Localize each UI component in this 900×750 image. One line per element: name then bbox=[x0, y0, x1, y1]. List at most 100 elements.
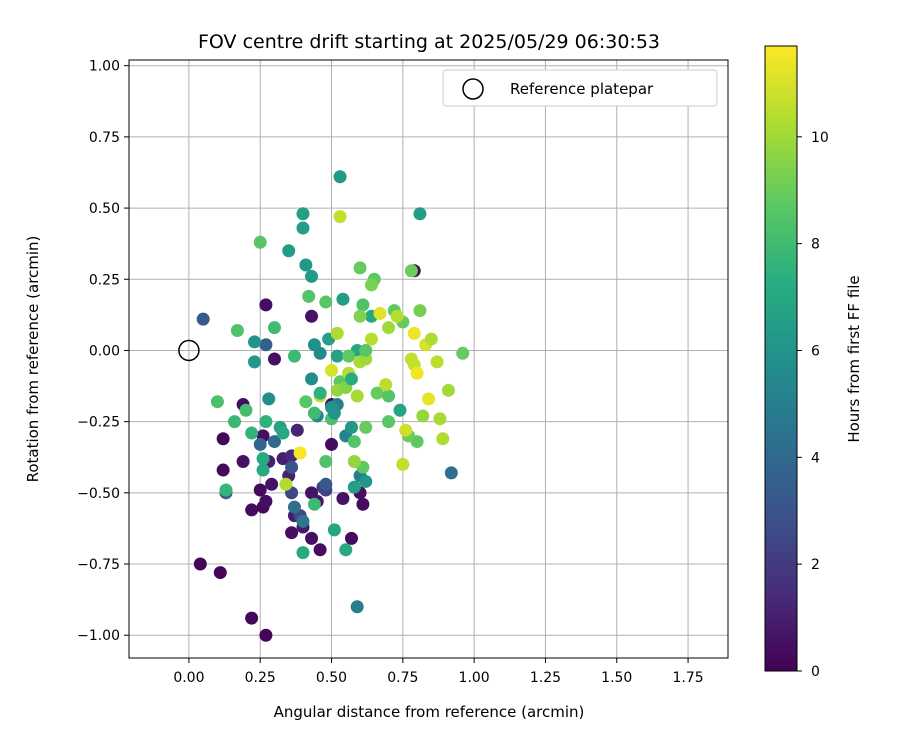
data-point bbox=[262, 392, 276, 406]
data-point bbox=[299, 258, 313, 272]
data-point bbox=[267, 321, 281, 335]
data-point bbox=[393, 403, 407, 417]
colorbar bbox=[764, 45, 798, 672]
legend-marker-icon bbox=[462, 78, 484, 100]
data-point bbox=[336, 292, 350, 306]
data-point bbox=[305, 269, 319, 283]
x-tick-label: 1.50 bbox=[601, 670, 632, 686]
data-point bbox=[313, 346, 327, 360]
data-point bbox=[282, 244, 296, 258]
data-point bbox=[416, 409, 430, 423]
data-point bbox=[307, 497, 321, 511]
data-point bbox=[339, 543, 353, 557]
data-point bbox=[347, 480, 361, 494]
data-point bbox=[327, 406, 341, 420]
data-point bbox=[259, 298, 273, 312]
data-point bbox=[296, 221, 310, 235]
data-point bbox=[287, 349, 301, 363]
data-point bbox=[436, 432, 450, 446]
data-point bbox=[350, 600, 364, 614]
data-point bbox=[353, 309, 367, 323]
x-tick-label: 0.50 bbox=[316, 670, 347, 686]
y-tick-label: 0.00 bbox=[89, 343, 120, 359]
data-point bbox=[259, 628, 273, 642]
data-point bbox=[359, 474, 373, 488]
data-point bbox=[256, 463, 270, 477]
data-point bbox=[313, 543, 327, 557]
data-point bbox=[330, 326, 344, 340]
data-point bbox=[245, 426, 259, 440]
data-point bbox=[259, 494, 273, 508]
data-point bbox=[302, 289, 316, 303]
x-tick-label: 0.25 bbox=[245, 670, 276, 686]
data-point bbox=[299, 395, 313, 409]
y-tick-label: −0.50 bbox=[77, 486, 120, 502]
data-point bbox=[245, 611, 259, 625]
x-tick-label: 1.00 bbox=[459, 670, 490, 686]
data-point bbox=[347, 455, 361, 469]
data-point bbox=[433, 412, 447, 426]
data-point bbox=[196, 312, 210, 326]
y-tick-label: 0.25 bbox=[89, 272, 120, 288]
data-point bbox=[336, 492, 350, 506]
data-point bbox=[359, 343, 373, 357]
data-point bbox=[356, 298, 370, 312]
data-point bbox=[325, 363, 339, 377]
data-point bbox=[319, 455, 333, 469]
y-axis-label: Rotation from reference (arcmin) bbox=[24, 236, 42, 483]
y-tick-label: −1.00 bbox=[77, 628, 120, 644]
data-point bbox=[396, 457, 410, 471]
data-point bbox=[444, 466, 458, 480]
data-point bbox=[193, 557, 207, 571]
data-point bbox=[410, 366, 424, 380]
x-tick-label: 1.75 bbox=[672, 670, 703, 686]
legend-label: Reference platepar bbox=[510, 80, 654, 98]
data-point bbox=[422, 392, 435, 406]
x-axis-label: Angular distance from reference (arcmin) bbox=[274, 703, 585, 721]
data-point bbox=[364, 332, 378, 346]
data-point bbox=[390, 309, 404, 323]
y-axis-ticks: −1.00 −0.75 −0.50 −0.25 0.00 0.25 0.50 0.75 1.00 bbox=[77, 59, 129, 644]
data-point bbox=[296, 514, 310, 528]
data-point bbox=[296, 207, 310, 221]
data-point bbox=[330, 349, 344, 363]
data-point bbox=[228, 415, 242, 429]
colorbar-tick-label: 8 bbox=[811, 237, 820, 253]
data-point bbox=[256, 452, 270, 466]
data-point bbox=[404, 264, 418, 278]
data-point bbox=[407, 326, 421, 340]
x-tick-label: 1.25 bbox=[530, 670, 561, 686]
colorbar-ticks: 0 2 4 6 8 10 bbox=[797, 130, 829, 680]
data-point bbox=[441, 383, 455, 397]
data-point bbox=[253, 437, 267, 451]
legend: Reference platepar bbox=[442, 69, 718, 107]
data-point bbox=[305, 372, 319, 386]
colorbar-tick-label: 2 bbox=[811, 557, 820, 573]
data-point bbox=[219, 483, 233, 497]
data-point bbox=[333, 170, 347, 184]
data-point bbox=[333, 210, 347, 224]
data-point bbox=[259, 415, 273, 429]
data-point bbox=[379, 378, 393, 392]
colorbar-tick-label: 4 bbox=[811, 450, 820, 466]
y-tick-label: −0.75 bbox=[77, 557, 120, 573]
data-point bbox=[319, 295, 333, 309]
data-point bbox=[344, 372, 358, 386]
data-point bbox=[305, 309, 319, 323]
data-point bbox=[353, 261, 367, 275]
x-tick-label: 0.75 bbox=[387, 670, 418, 686]
data-point bbox=[424, 332, 438, 346]
y-tick-label: −0.25 bbox=[77, 415, 120, 431]
data-point bbox=[248, 355, 262, 369]
data-point bbox=[382, 389, 396, 403]
data-point bbox=[382, 415, 396, 429]
data-point bbox=[236, 455, 250, 469]
data-point bbox=[253, 235, 267, 249]
data-point bbox=[382, 321, 396, 335]
data-point bbox=[265, 477, 279, 491]
data-point bbox=[290, 423, 304, 437]
data-point bbox=[325, 437, 339, 451]
y-tick-label: 0.75 bbox=[89, 130, 120, 146]
data-point bbox=[245, 503, 259, 517]
data-point bbox=[210, 395, 224, 409]
